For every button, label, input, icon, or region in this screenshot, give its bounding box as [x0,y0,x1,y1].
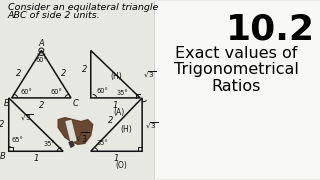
Text: Ratios: Ratios [211,79,261,94]
Text: 2: 2 [108,116,114,125]
Text: 1: 1 [114,154,119,163]
Text: $\sqrt{3}$: $\sqrt{3}$ [145,120,158,130]
Text: (O): (O) [116,161,127,170]
Text: (H): (H) [120,125,132,134]
Text: 35°: 35° [44,141,55,147]
Bar [154,1,320,179]
Text: 60°: 60° [36,57,47,63]
Polygon shape [58,118,93,144]
Text: 2: 2 [16,69,21,78]
Text: 35°: 35° [97,140,108,146]
Text: 35°: 35° [116,90,128,96]
Text: 65°: 65° [12,137,24,143]
Text: $\sqrt{3}$: $\sqrt{3}$ [75,130,89,145]
Text: 2: 2 [83,65,88,74]
Text: (H): (H) [110,72,122,81]
Text: 10.2: 10.2 [226,13,315,47]
Text: ABC of side 2 units.: ABC of side 2 units. [8,11,100,20]
Text: 2: 2 [39,101,44,110]
Text: B: B [0,152,6,161]
Text: 60°: 60° [50,89,62,95]
Text: Consider an equilateral triangle: Consider an equilateral triangle [8,3,158,12]
Polygon shape [69,141,74,147]
Text: (A): (A) [114,108,125,117]
Text: $\sqrt{3}$: $\sqrt{3}$ [143,69,156,79]
Text: Exact values of: Exact values of [175,46,297,60]
Text: 60°: 60° [20,89,32,95]
Polygon shape [66,121,76,141]
Text: C: C [73,99,79,108]
Text: 1: 1 [113,101,118,110]
Text: 2: 2 [61,69,67,78]
Text: B: B [4,99,10,108]
Text: A: A [38,39,44,48]
Text: 1: 1 [33,154,39,163]
Text: 60°: 60° [97,88,108,94]
Text: Trigonometrical: Trigonometrical [173,62,299,77]
Text: 2: 2 [0,120,5,129]
Text: $\sqrt{3}$: $\sqrt{3}$ [20,112,33,122]
Bar [4,1,154,179]
